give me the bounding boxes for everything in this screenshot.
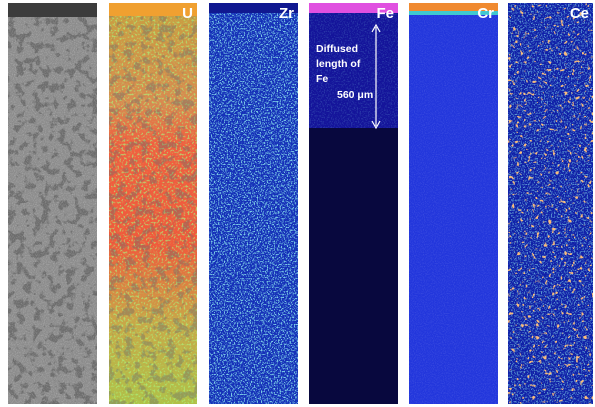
element-label: Zr bbox=[279, 5, 294, 22]
u-map: U bbox=[109, 3, 197, 404]
annotation-line: Fe bbox=[316, 73, 328, 85]
element-label: Ce bbox=[570, 5, 589, 22]
element-label: Cr bbox=[477, 5, 494, 22]
page: {"element_maps": [{"label": "U"}, {"labe… bbox=[0, 0, 595, 407]
annotation-line: Diffused bbox=[316, 43, 358, 55]
cr-map: Cr bbox=[409, 3, 498, 404]
annotation-line: length of bbox=[316, 58, 361, 70]
figure: U Zr Fe Diffused length of Fe 560 μm Cr … bbox=[0, 0, 595, 407]
element-label: U bbox=[182, 5, 193, 22]
ce-hotspots bbox=[508, 3, 593, 404]
u-voids bbox=[109, 3, 197, 404]
zr-speckle bbox=[209, 3, 298, 404]
ce-map: Ce bbox=[508, 3, 593, 404]
sem-grain bbox=[8, 3, 97, 404]
element-label: Fe bbox=[376, 5, 394, 22]
sem-edge bbox=[8, 3, 97, 17]
fe-map: Fe Diffused length of Fe 560 μm bbox=[309, 3, 398, 404]
cr-grain bbox=[409, 3, 498, 404]
annotation-length: 560 μm bbox=[337, 89, 373, 101]
sem-image bbox=[8, 3, 97, 404]
zr-map: Zr bbox=[209, 3, 298, 404]
